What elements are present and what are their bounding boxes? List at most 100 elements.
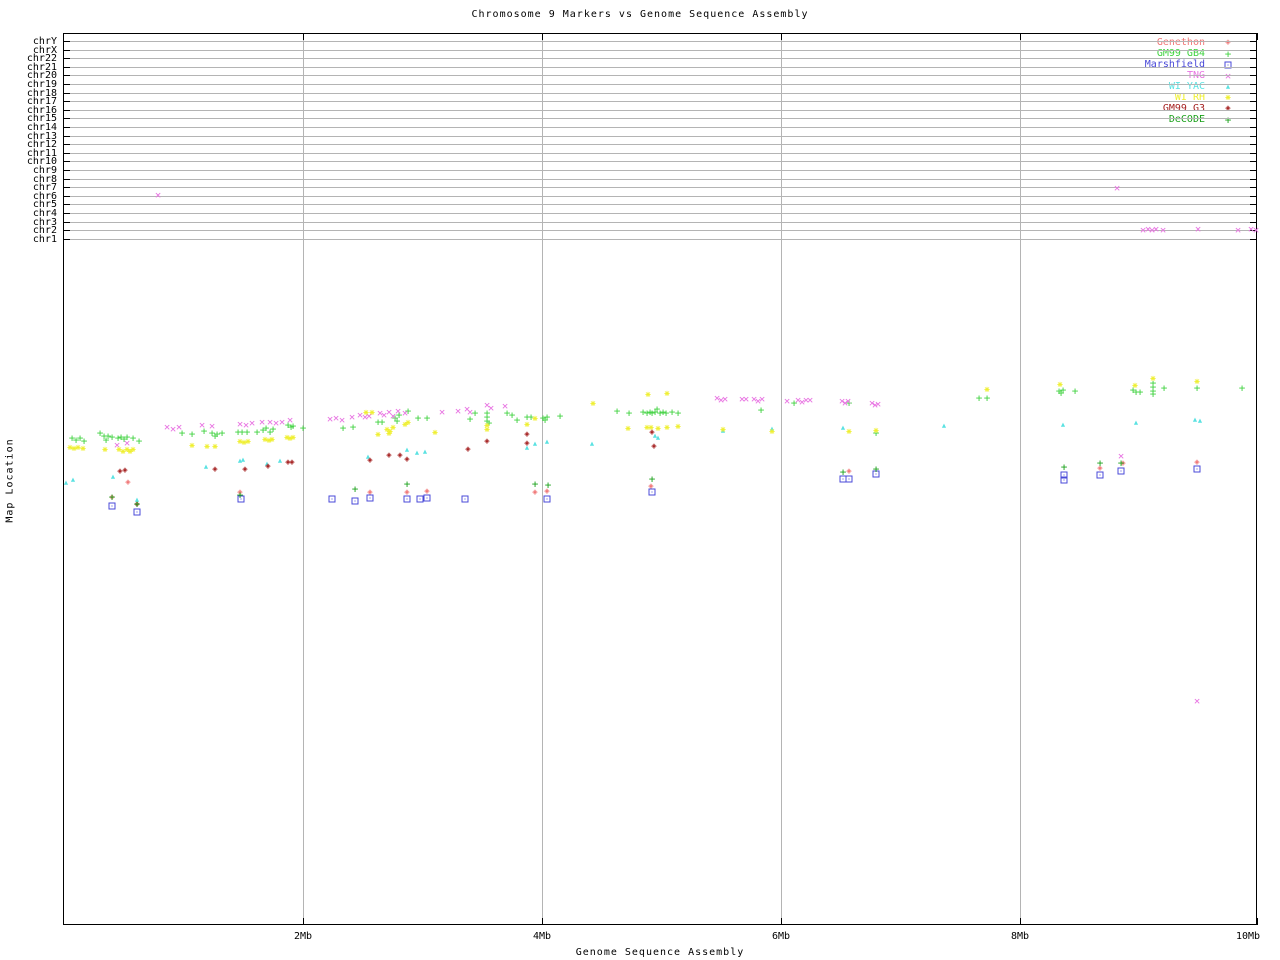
diamond-dot-marker: ◈ bbox=[524, 438, 530, 449]
asterisk-marker: + × bbox=[101, 444, 109, 455]
cross-marker: × bbox=[463, 402, 471, 416]
chromosome-gridline bbox=[63, 161, 1257, 162]
cross-marker: × bbox=[721, 392, 729, 406]
y-tick-label: chr12 bbox=[26, 139, 57, 150]
asterisk-marker: + × bbox=[674, 421, 682, 432]
y-tick-left bbox=[63, 110, 70, 111]
plus-marker: + bbox=[541, 413, 549, 427]
y-tick-label: chr18 bbox=[26, 88, 57, 99]
triangle-marker: ▲ bbox=[365, 452, 371, 461]
plus-marker: + bbox=[76, 431, 84, 445]
triangle-marker: ▲ bbox=[1225, 82, 1231, 91]
triangle-marker: ▲ bbox=[589, 439, 595, 448]
asterisk-marker: + × bbox=[386, 426, 394, 437]
cross-marker: × bbox=[198, 418, 206, 432]
square-dot-marker bbox=[1060, 471, 1068, 479]
chromosome-gridline bbox=[63, 179, 1257, 180]
cross-marker: × bbox=[236, 417, 244, 431]
square-dot-marker bbox=[543, 495, 551, 503]
diamond-dot-marker: ◈ bbox=[386, 450, 392, 461]
diamond-dot-marker: ◈ bbox=[1120, 458, 1126, 469]
plus-marker: + bbox=[668, 405, 676, 419]
y-tick-left bbox=[63, 118, 70, 119]
cross-marker: × bbox=[258, 415, 266, 429]
square-dot-marker bbox=[366, 494, 374, 502]
plus-marker: + bbox=[544, 478, 552, 492]
asterisk-marker: + × bbox=[1149, 373, 1157, 384]
cross-marker: × bbox=[1247, 222, 1255, 236]
cross-marker: × bbox=[754, 394, 762, 408]
cross-marker: × bbox=[838, 394, 846, 408]
y-tick-right bbox=[1250, 179, 1257, 180]
cross-marker: × bbox=[272, 416, 280, 430]
chromosome-gridline bbox=[63, 239, 1257, 240]
plus-marker: + bbox=[108, 430, 116, 444]
cross-marker: × bbox=[332, 411, 340, 425]
asterisk-marker: + × bbox=[70, 443, 78, 454]
y-tick-right bbox=[1250, 153, 1257, 154]
asterisk-marker: + × bbox=[872, 425, 880, 436]
legend-label: DeCODE bbox=[1168, 114, 1205, 125]
asterisk-marker: + × bbox=[123, 444, 131, 455]
y-tick-left bbox=[63, 93, 70, 94]
y-tick-left bbox=[63, 179, 70, 180]
plus-marker: + bbox=[648, 472, 656, 486]
triangle-marker: ▲ bbox=[110, 472, 116, 481]
y-tick-right bbox=[1250, 127, 1257, 128]
cross-marker: × bbox=[248, 416, 256, 430]
square-dot-marker bbox=[133, 508, 141, 516]
plus-marker: + bbox=[404, 404, 412, 418]
diamond-dot-marker: ◈ bbox=[1225, 103, 1231, 114]
square-dot-marker bbox=[1117, 467, 1125, 475]
cross-marker: × bbox=[338, 413, 346, 427]
plus-marker: + bbox=[483, 410, 491, 424]
cross-marker: × bbox=[1193, 694, 1201, 708]
y-tick-left bbox=[63, 136, 70, 137]
square-dot-marker bbox=[423, 494, 431, 502]
plus-marker: + bbox=[266, 425, 274, 439]
asterisk-marker: + × bbox=[663, 388, 671, 399]
y-tick-right bbox=[1250, 187, 1257, 188]
asterisk-marker: + × bbox=[268, 434, 276, 445]
x-tick-label: 2Mb bbox=[293, 931, 313, 942]
x-tick-bottom bbox=[781, 918, 782, 925]
asterisk-marker: + × bbox=[261, 434, 269, 445]
y-tick-right bbox=[1250, 230, 1257, 231]
y-tick-label: chr4 bbox=[32, 208, 57, 219]
x-tick-label: 6Mb bbox=[771, 931, 791, 942]
y-tick-label: chr20 bbox=[26, 70, 57, 81]
cross-marker: × bbox=[169, 422, 177, 436]
legend-item: Marshfield bbox=[0, 59, 1280, 70]
x-tick-top bbox=[781, 33, 782, 40]
legend-item: WI YAC ▲ bbox=[0, 81, 1280, 92]
mb-gridline bbox=[542, 33, 543, 925]
plus-marker: + bbox=[1193, 381, 1201, 395]
triangle-marker: ▲ bbox=[1133, 418, 1139, 427]
plus-marker: + bbox=[238, 425, 246, 439]
triangle-marker: ▲ bbox=[240, 455, 246, 464]
plus-marker: + bbox=[1071, 384, 1079, 398]
plus-marker: + bbox=[287, 420, 295, 434]
y-tick-label: chr3 bbox=[32, 217, 57, 228]
diamond-dot-marker: ◈ bbox=[544, 486, 550, 497]
y-tick-label: chr10 bbox=[26, 156, 57, 167]
x-tick-bottom bbox=[303, 918, 304, 925]
triangle-marker: ▲ bbox=[532, 439, 538, 448]
cross-marker: × bbox=[1234, 223, 1242, 237]
y-tick-left bbox=[63, 84, 70, 85]
asterisk-marker: + × bbox=[647, 422, 655, 433]
cross-marker: × bbox=[438, 405, 446, 419]
asterisk-marker: + × bbox=[385, 428, 393, 439]
y-tick-label: chr19 bbox=[26, 79, 57, 90]
asterisk-marker: + × bbox=[483, 424, 491, 435]
plus-marker: + bbox=[527, 410, 535, 424]
asterisk-marker: + × bbox=[129, 444, 137, 455]
asterisk-marker: + × bbox=[203, 441, 211, 452]
y-axis-title: Map Location bbox=[4, 438, 16, 523]
square-dot-marker bbox=[237, 495, 245, 503]
plus-marker: + bbox=[674, 406, 682, 420]
plus-marker: + bbox=[120, 432, 128, 446]
asterisk-marker: + × bbox=[768, 426, 776, 437]
plus-marker: + bbox=[483, 414, 491, 428]
asterisk-marker: + × bbox=[389, 422, 397, 433]
